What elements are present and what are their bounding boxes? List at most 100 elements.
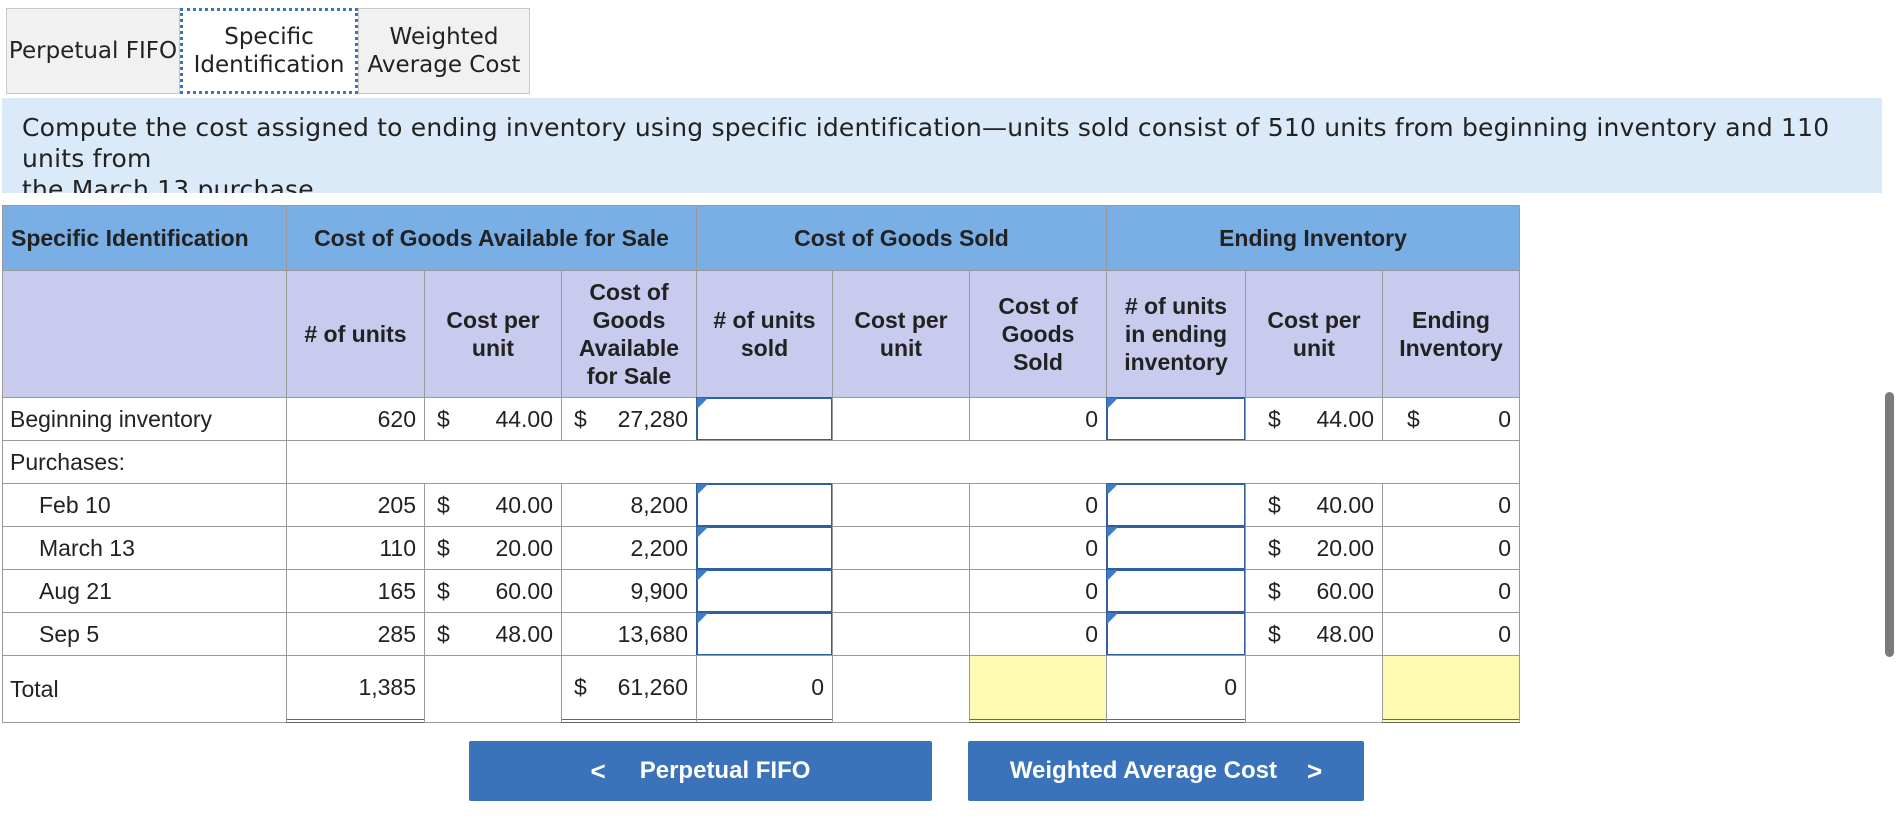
- total-cost-per-unit-cell: [424, 655, 562, 723]
- cost-per-unit-ending-cell: $44.00: [1245, 397, 1383, 441]
- cost-per-unit-ending-cell: $60.00: [1245, 569, 1383, 613]
- cost-per-unit-sold-cell: [832, 483, 970, 527]
- cogs-cell: 0: [969, 526, 1107, 570]
- next-button[interactable]: Weighted Average Cost >: [968, 741, 1364, 801]
- cost-per-unit-sold-cell: [832, 612, 970, 656]
- total-cogs-answer-cell[interactable]: [969, 655, 1107, 723]
- currency-symbol: $: [1268, 620, 1281, 647]
- units-ending-input[interactable]: [1106, 483, 1246, 527]
- units-cell: 620: [286, 397, 425, 441]
- amount: 60.00: [495, 577, 553, 604]
- purchases-label: Purchases:: [2, 440, 287, 484]
- amount: 20.00: [495, 534, 553, 561]
- ending-inventory-cell: 0: [1382, 569, 1520, 613]
- ending-inventory-cell: 0: [1382, 483, 1520, 527]
- currency-symbol: $: [1268, 491, 1281, 518]
- row-label: Sep 5: [2, 612, 287, 656]
- total-cost-per-unit-ending-cell: [1245, 655, 1383, 723]
- col-ending-inventory: Ending Inventory: [1382, 270, 1520, 398]
- amount: 0: [1498, 405, 1511, 432]
- row-label: Aug 21: [2, 569, 287, 613]
- units-cell: 110: [286, 526, 425, 570]
- cogs-cell: 0: [969, 569, 1107, 613]
- method-tabs: Perpetual FIFO Specific Identification W…: [6, 8, 530, 94]
- header-method: Specific Identification: [2, 205, 287, 271]
- total-ending-inventory-answer-cell[interactable]: [1382, 655, 1520, 723]
- total-units-ending-cell: 0: [1106, 655, 1246, 723]
- next-button-label: Weighted Average Cost: [1009, 757, 1277, 784]
- cogs-cell: 0: [969, 483, 1107, 527]
- prev-button[interactable]: < Perpetual FIFO: [469, 741, 932, 801]
- units-sold-input[interactable]: [696, 483, 833, 527]
- cost-per-unit-sold-cell: [832, 569, 970, 613]
- currency-symbol: $: [574, 674, 587, 700]
- col-cost-per-unit-sold: Cost per unit: [832, 270, 970, 398]
- units-sold-input[interactable]: [696, 397, 833, 441]
- amount: 48.00: [495, 620, 553, 647]
- tab-specific-identification[interactable]: Specific Identification: [180, 8, 358, 94]
- cogas-cell: 8,200: [561, 483, 697, 527]
- units-sold-input[interactable]: [696, 526, 833, 570]
- scrollbar[interactable]: [1885, 392, 1894, 657]
- total-units-cell: 1,385: [286, 655, 425, 723]
- header-goods-available: Cost of Goods Available for Sale: [286, 205, 697, 271]
- units-ending-input[interactable]: [1106, 612, 1246, 656]
- cost-per-unit-cell: $20.00: [424, 526, 562, 570]
- currency-symbol: $: [437, 534, 450, 561]
- cogs-cell: 0: [969, 612, 1107, 656]
- header-goods-sold: Cost of Goods Sold: [696, 205, 1107, 271]
- col-cogs: Cost of Goods Sold: [969, 270, 1107, 398]
- amount: 44.00: [1316, 405, 1374, 432]
- header-label-blank: [2, 270, 287, 398]
- amount: 60.00: [1316, 577, 1374, 604]
- chevron-right-icon: >: [1306, 755, 1323, 786]
- cost-per-unit-sold-cell: [832, 526, 970, 570]
- currency-symbol: $: [1268, 577, 1281, 604]
- ending-inventory-cell: $0: [1382, 397, 1520, 441]
- units-cell: 165: [286, 569, 425, 613]
- row-label: Beginning inventory: [2, 397, 287, 441]
- total-cogas-cell: $61,260: [561, 655, 697, 723]
- amount: 48.00: [1316, 620, 1374, 647]
- col-units-ending: # of units in ending inventory: [1106, 270, 1246, 398]
- currency-symbol: $: [437, 620, 450, 647]
- cogas-cell: 2,200: [561, 526, 697, 570]
- ending-inventory-cell: 0: [1382, 612, 1520, 656]
- units-ending-input[interactable]: [1106, 526, 1246, 570]
- cost-per-unit-sold-cell: [832, 397, 970, 441]
- prev-button-label: Perpetual FIFO: [639, 757, 811, 784]
- col-units-sold: # of units sold: [696, 270, 833, 398]
- cost-per-unit-cell: $40.00: [424, 483, 562, 527]
- amount: 44.00: [495, 405, 553, 432]
- cost-per-unit-cell: $60.00: [424, 569, 562, 613]
- total-label: Total: [2, 655, 287, 723]
- units-ending-input[interactable]: [1106, 569, 1246, 613]
- currency-symbol: $: [1268, 534, 1281, 561]
- cogas-cell: 9,900: [561, 569, 697, 613]
- total-units-sold-cell: 0: [696, 655, 833, 723]
- cost-per-unit-cell: $48.00: [424, 612, 562, 656]
- col-cogas: Cost of Goods Available for Sale: [561, 270, 697, 398]
- cogs-cell: 0: [969, 397, 1107, 441]
- col-cost-per-unit-ending: Cost per unit: [1245, 270, 1383, 398]
- units-ending-input[interactable]: [1106, 397, 1246, 441]
- amount: 20.00: [1316, 534, 1374, 561]
- units-sold-input[interactable]: [696, 569, 833, 613]
- row-label: Feb 10: [2, 483, 287, 527]
- currency-symbol: $: [1407, 405, 1420, 432]
- currency-symbol: $: [1268, 405, 1281, 432]
- chevron-left-icon: <: [590, 755, 606, 786]
- units-cell: 285: [286, 612, 425, 656]
- units-cell: 205: [286, 483, 425, 527]
- tab-perpetual-fifo[interactable]: Perpetual FIFO: [6, 8, 180, 94]
- ending-inventory-cell: 0: [1382, 526, 1520, 570]
- cost-per-unit-ending-cell: $48.00: [1245, 612, 1383, 656]
- tab-weighted-average-cost[interactable]: Weighted Average Cost: [358, 8, 530, 94]
- amount: 40.00: [1316, 491, 1374, 518]
- total-cost-per-unit-sold-cell: [832, 655, 970, 723]
- currency-symbol: $: [437, 405, 450, 432]
- amount: 61,260: [617, 674, 688, 700]
- currency-symbol: $: [437, 577, 450, 604]
- units-sold-input[interactable]: [696, 612, 833, 656]
- amount: 40.00: [495, 491, 553, 518]
